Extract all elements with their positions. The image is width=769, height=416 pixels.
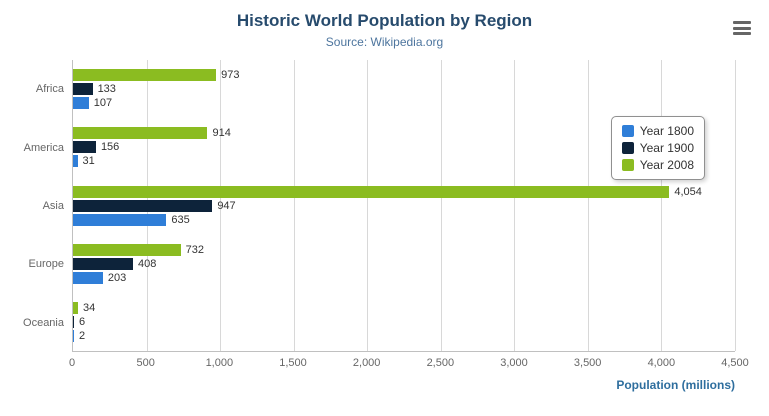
plot-area: 973 133 107 914 156 31 4,054 947 635 732 408 203 34 6… — [72, 60, 736, 352]
bar-row: 156 — [73, 141, 735, 154]
menu-line — [733, 26, 751, 30]
bar-year-2008[interactable] — [73, 185, 670, 198]
bar-year-1800[interactable] — [73, 329, 74, 342]
data-label: 133 — [97, 83, 116, 96]
bar-year-1900[interactable] — [73, 141, 96, 154]
data-label: 31 — [82, 155, 95, 168]
x-tick-label: 500 — [136, 357, 155, 369]
bar-row: 2 — [73, 329, 735, 342]
data-label: 34 — [83, 301, 96, 314]
bar-year-2008[interactable] — [73, 127, 208, 140]
bar-year-1900[interactable] — [73, 199, 213, 212]
data-label: 6 — [79, 315, 86, 328]
data-label: 635 — [171, 213, 190, 226]
bar-groups: 973 133 107 914 156 31 4,054 947 635 732 408 203 34 6… — [73, 60, 735, 351]
legend-item-year-1800[interactable]: Year 1800 — [621, 124, 694, 138]
legend-label: Year 2008 — [639, 158, 694, 172]
menu-line — [733, 21, 751, 24]
bar-row: 732 — [73, 243, 735, 256]
bar-group: 914 156 31 — [73, 118, 735, 176]
gridline — [220, 60, 222, 351]
bar-year-1800[interactable] — [73, 97, 89, 110]
gridline — [514, 60, 516, 351]
x-tick-label: 3,500 — [573, 357, 602, 369]
category-label: Europe — [28, 258, 64, 271]
bar-year-2008[interactable] — [73, 301, 78, 314]
bar-year-1800[interactable] — [73, 271, 103, 284]
bar-year-1900[interactable] — [73, 315, 74, 328]
category-label: America — [23, 141, 64, 154]
bar-row: 107 — [73, 97, 735, 110]
x-axis-labels: 0 500 1,000 1,500 2,000 2,500 3,000 3,500 4,000 4… — [68, 357, 749, 371]
data-label: 408 — [138, 257, 157, 270]
x-tick-label: 1,500 — [279, 357, 307, 369]
data-label: 914 — [212, 127, 231, 140]
x-tick-label: 3,000 — [500, 357, 528, 369]
bar-year-1800[interactable] — [73, 155, 78, 168]
legend-item-year-1900[interactable]: Year 1900 — [621, 141, 694, 155]
bar-group: 973 133 107 — [73, 60, 735, 118]
data-label: 156 — [100, 141, 120, 154]
gridline — [440, 60, 442, 351]
gridline — [293, 60, 295, 351]
bar-year-1900[interactable] — [73, 257, 134, 270]
gridline — [367, 60, 369, 351]
x-tick-label: 2,500 — [426, 357, 455, 369]
bar-row: 34 — [73, 301, 735, 314]
data-label: 2 — [79, 329, 86, 342]
legend-symbol — [621, 159, 634, 171]
legend-item-year-2008[interactable]: Year 2008 — [621, 158, 694, 172]
bar-row: 408 — [73, 257, 735, 270]
y-axis-labels: Africa America Asia Europe Oceania — [0, 60, 64, 352]
bar-group: 732 408 203 — [73, 235, 735, 293]
legend-symbol — [621, 142, 634, 154]
category-label: Oceania — [23, 316, 64, 329]
bar-row: 947 — [73, 199, 735, 212]
gridline — [587, 60, 589, 351]
bar-row: 4,054 — [73, 185, 735, 198]
x-tick-label: 2,000 — [352, 357, 381, 369]
bar-row: 203 — [73, 271, 735, 284]
data-label: 732 — [185, 243, 205, 256]
gridline — [661, 60, 663, 351]
bar-row: 914 — [73, 127, 735, 140]
bar-year-1800[interactable] — [73, 213, 167, 226]
x-axis-title: Population (millions) — [616, 378, 735, 392]
category-label: Asia — [42, 200, 64, 213]
legend-label: Year 1800 — [639, 124, 694, 138]
gridline — [735, 60, 736, 351]
data-label: 203 — [107, 271, 127, 284]
bar-row: 973 — [73, 69, 735, 82]
bar-year-2008[interactable] — [73, 69, 217, 82]
data-label: 107 — [93, 97, 113, 110]
data-label: 4,054 — [674, 185, 702, 198]
x-tick-label: 0 — [68, 357, 76, 369]
bar-row: 6 — [73, 315, 735, 328]
data-label: 947 — [217, 199, 236, 212]
chart-title: Historic World Population by Region — [236, 11, 533, 30]
menu-line — [733, 32, 751, 35]
legend-label: Year 1900 — [639, 141, 694, 155]
x-tick-label: 4,000 — [647, 357, 676, 369]
legend: Year 1800 Year 1900 Year 2008 — [610, 116, 705, 180]
bar-year-1900[interactable] — [73, 83, 93, 96]
bar-row: 133 — [73, 83, 735, 96]
x-tick-label: 1,000 — [205, 357, 234, 369]
hamburger-menu-icon[interactable] — [733, 21, 751, 35]
x-tick-label: 4,500 — [721, 357, 749, 369]
bar-year-2008[interactable] — [73, 243, 181, 256]
legend-symbol — [621, 125, 634, 137]
chart-subtitle: Source: Wikipedia.org — [325, 35, 444, 49]
bar-row: 635 — [73, 213, 735, 226]
bar-group: 34 6 2 — [73, 293, 735, 351]
bar-group: 4,054 947 635 — [73, 176, 735, 234]
category-label: Africa — [35, 83, 64, 96]
bar-row: 31 — [73, 155, 735, 168]
data-label: 973 — [221, 69, 240, 82]
